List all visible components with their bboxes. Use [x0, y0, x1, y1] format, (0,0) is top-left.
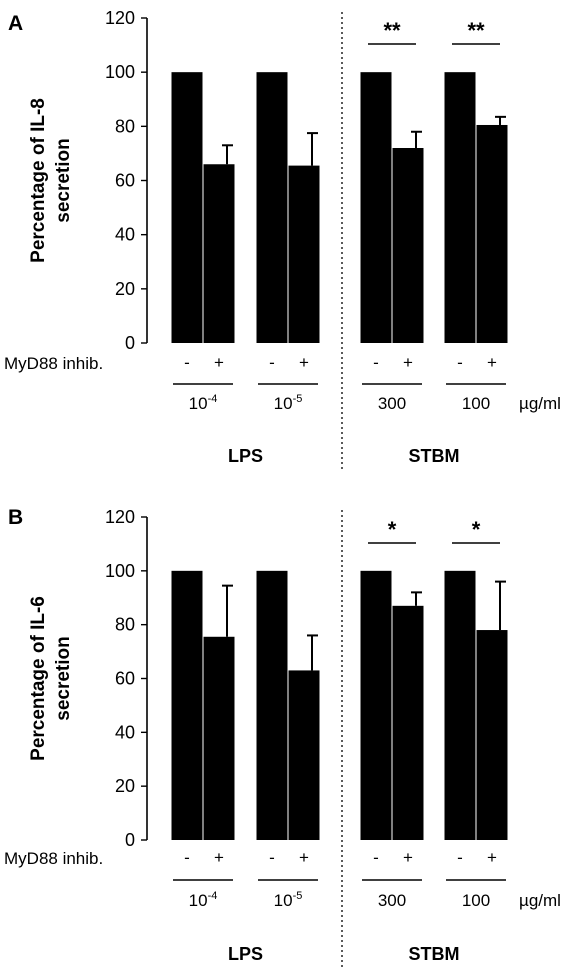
dose-label: 300	[378, 394, 406, 413]
inhibitor-sign: +	[299, 848, 309, 867]
inhibitor-sign: -	[269, 848, 275, 867]
dose-exponent: -5	[293, 393, 303, 405]
unit-label: µg/ml	[519, 394, 561, 413]
dose-base: 10	[274, 394, 293, 413]
inhibitor-sign: -	[373, 848, 379, 867]
dose-base: 10	[274, 891, 293, 910]
dose-base: 10	[189, 394, 208, 413]
bar	[256, 72, 288, 344]
y-axis-label-line: Percentage of IL-8	[28, 98, 49, 263]
significance-label: **	[383, 18, 401, 43]
bar	[288, 165, 320, 343]
group-label-stbm: STBM	[409, 944, 460, 964]
bar	[444, 72, 476, 344]
dose-label: 100	[462, 891, 490, 910]
dose-exponent: -5	[293, 890, 303, 902]
dose-base: 10	[189, 891, 208, 910]
y-tick-label: 60	[115, 669, 135, 689]
dose-label: 10-5	[274, 393, 303, 413]
inhibitor-sign: +	[403, 353, 413, 372]
bar	[256, 570, 288, 840]
y-axis-label: Percentage of IL-8 secretion	[28, 98, 74, 263]
inhibitor-sign: -	[457, 848, 463, 867]
significance-label: **	[467, 18, 485, 43]
y-tick-label: 40	[115, 225, 135, 245]
dose-base: 100	[462, 891, 490, 910]
panel-label: B	[8, 506, 23, 529]
y-axis-label-line: Percentage of IL-6	[28, 596, 49, 761]
dose-exponent: -4	[208, 890, 218, 902]
inhibitor-sign: -	[184, 848, 190, 867]
inhibitor-row-label: MyD88 inhib.	[4, 849, 103, 868]
y-tick-label: 0	[125, 830, 135, 850]
y-tick-label: 100	[105, 62, 135, 82]
y-tick-label: 80	[115, 116, 135, 136]
dose-label: 100	[462, 394, 490, 413]
y-tick-label: 60	[115, 171, 135, 191]
unit-label: µg/ml	[519, 891, 561, 910]
inhibitor-sign: +	[214, 848, 224, 867]
y-tick-label: 40	[115, 722, 135, 742]
bar	[203, 636, 235, 840]
inhibitor-sign: +	[403, 848, 413, 867]
inhibitor-sign: -	[269, 353, 275, 372]
y-tick-label: 120	[105, 507, 135, 527]
group-label-lps: LPS	[228, 944, 263, 964]
y-axis-label-line: secretion	[53, 636, 74, 720]
inhibitor-sign: -	[373, 353, 379, 372]
dose-base: 300	[378, 394, 406, 413]
panel-b: B Percentage of IL-6 secretion 0 20 40 60 80 100…	[4, 506, 561, 970]
bar	[360, 72, 392, 344]
inhibitor-sign: -	[184, 353, 190, 372]
y-tick-label: 20	[115, 279, 135, 299]
dose-label: 300	[378, 891, 406, 910]
y-tick-label: 80	[115, 615, 135, 635]
y-tick-label: 20	[115, 776, 135, 796]
panel-label: A	[8, 12, 23, 35]
group-label-lps: LPS	[228, 446, 263, 466]
significance-label: *	[388, 517, 397, 542]
y-axis-label: Percentage of IL-6 secretion	[28, 596, 74, 761]
group-label-stbm: STBM	[409, 446, 460, 466]
inhibitor-sign: +	[487, 848, 497, 867]
dose-base: 300	[378, 891, 406, 910]
dose-base: 100	[462, 394, 490, 413]
bar	[171, 570, 203, 840]
dose-label: 10-4	[189, 890, 218, 910]
bar	[476, 124, 508, 344]
y-tick-label: 120	[105, 8, 135, 28]
inhibitor-sign: -	[457, 353, 463, 372]
y-tick-label: 100	[105, 561, 135, 581]
inhibitor-sign: +	[487, 353, 497, 372]
bar	[360, 570, 392, 840]
dose-label: 10-4	[189, 393, 218, 413]
bar	[203, 164, 235, 343]
bar	[476, 630, 508, 840]
dose-exponent: -4	[208, 393, 218, 405]
panel-a: A Percentage of IL-8 secretion 0 20 40 60 80 100…	[4, 8, 561, 472]
bar	[444, 570, 476, 840]
bar	[171, 72, 203, 344]
bar	[392, 148, 424, 343]
bar	[392, 605, 424, 840]
inhibitor-row-label: MyD88 inhib.	[4, 354, 103, 373]
inhibitor-sign: +	[299, 353, 309, 372]
y-axis-label-line: secretion	[53, 138, 74, 222]
dose-label: 10-5	[274, 890, 303, 910]
y-tick-label: 0	[125, 333, 135, 353]
bar	[288, 670, 320, 840]
significance-label: *	[472, 517, 481, 542]
inhibitor-sign: +	[214, 353, 224, 372]
